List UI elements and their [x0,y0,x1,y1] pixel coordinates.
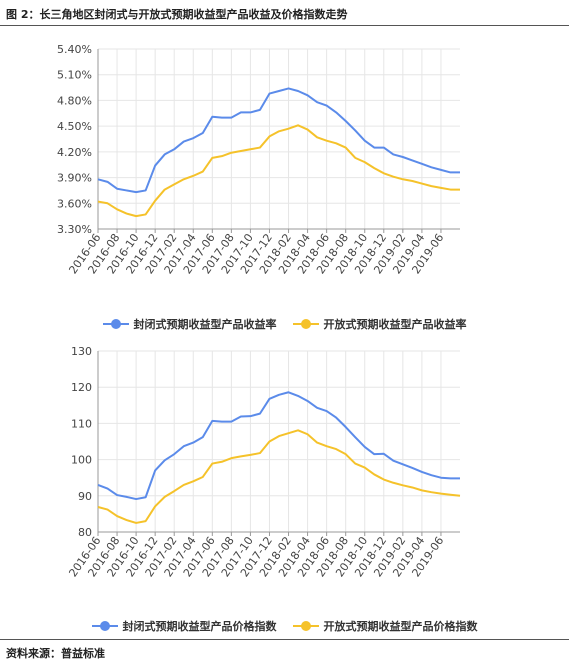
y-tick-label: 4.80% [57,94,92,107]
bottom-rule [0,639,569,640]
source-note: 资料来源：普益标准 [6,647,105,660]
price-index-chart: 13012011010090802016-062016-082016-10201… [66,345,461,579]
y-tick-label: 4.50% [57,120,92,133]
legend-label: 封闭式预期收益型产品收益率 [133,318,277,331]
legend-label: 封闭式预期收益型产品价格指数 [122,620,277,633]
legend-label: 开放式预期收益型产品收益率 [323,318,467,331]
y-tick-label: 120 [71,381,92,394]
y-tick-label: 5.10% [57,69,92,82]
y-tick-label: 5.40% [57,43,92,56]
y-tick-label: 4.20% [57,146,92,159]
y-tick-label: 110 [71,417,92,430]
legend-line-marker-icon [91,621,118,631]
legend-line-marker-icon [292,621,319,631]
legend-label: 开放式预期收益型产品价格指数 [323,620,478,633]
series-line-closed [97,87,460,194]
figure-title: 图 2：长三角地区封闭式与开放式预期收益型产品收益及价格指数走势 [6,8,348,21]
y-tick-label: 90 [78,490,92,503]
y-tick-label: 100 [71,454,92,467]
series-line-open [97,429,461,524]
y-tick-label: 3.60% [57,197,92,210]
yield-chart: 5.40% 5.10% 4.80% 4.50% 4.20% 3.90% 3.60% 3.30%… [57,43,460,276]
price-index-chart-legend: 封闭式预期收益型产品价格指数 开放式预期收益型产品价格指数 [0,618,569,634]
legend-item-closed-index[interactable]: 封闭式预期收益型产品价格指数 [91,618,277,634]
series-line-closed [97,391,460,501]
legend-item-open-index[interactable]: 开放式预期收益型产品价格指数 [292,618,478,634]
legend-item-open-yield[interactable]: 开放式预期收益型产品收益率 [292,316,467,332]
legend-line-marker-icon [292,319,319,329]
legend-line-marker-icon [102,319,129,329]
y-tick-label: 130 [71,345,92,358]
y-tick-label: 3.90% [57,172,92,185]
y-tick-label: 80 [78,526,92,539]
series-line-open [97,124,460,218]
legend-item-closed-yield[interactable]: 封闭式预期收益型产品收益率 [102,316,277,332]
top-rule [0,25,569,26]
y-tick-label: 3.30% [57,223,92,236]
yield-chart-legend: 封闭式预期收益型产品收益率 开放式预期收益型产品收益率 [0,316,569,332]
